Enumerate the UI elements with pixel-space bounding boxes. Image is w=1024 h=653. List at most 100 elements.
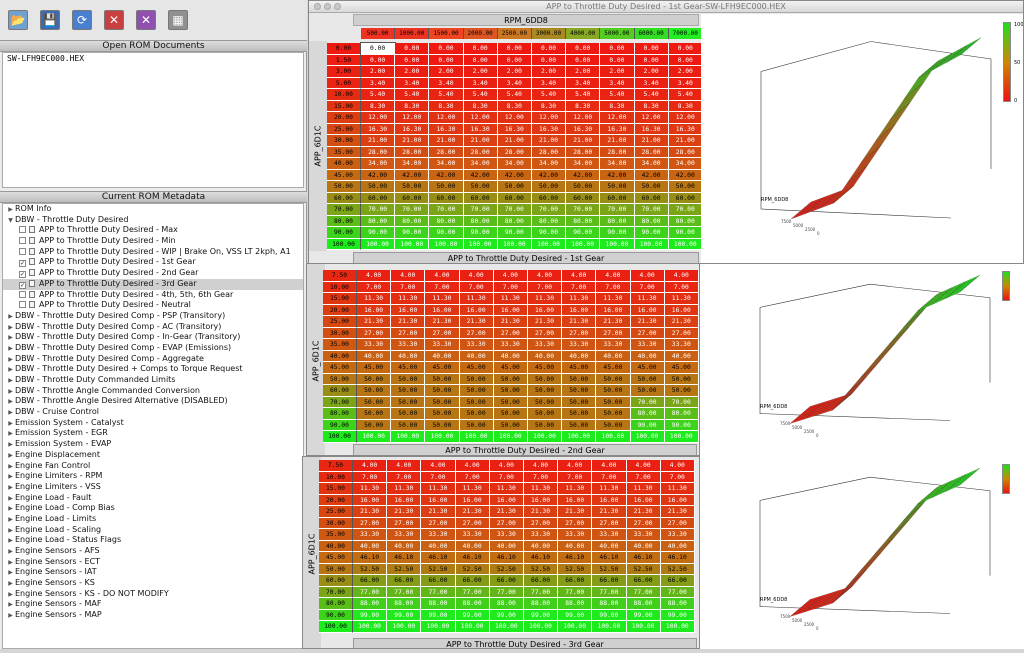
table-cell[interactable]: 70.00: [463, 204, 498, 216]
table-cell[interactable]: 8.30: [634, 100, 669, 112]
table-cell[interactable]: 50.00: [596, 408, 631, 420]
table-cell[interactable]: 2.00: [634, 66, 669, 78]
tree-category[interactable]: ▶ DBW - Throttle Duty Desired Comp - PSP …: [3, 311, 303, 322]
table-cell[interactable]: 70.00: [566, 204, 601, 216]
table-cell[interactable]: 27.00: [353, 517, 388, 529]
table-cell[interactable]: 28.00: [361, 146, 396, 158]
collapsed-arrow-icon[interactable]: ▶: [8, 601, 13, 609]
app-row-header[interactable]: 10.00: [323, 281, 357, 293]
table-cell[interactable]: 4.00: [493, 270, 528, 282]
table-cell[interactable]: 0.00: [463, 43, 498, 55]
collapsed-arrow-icon[interactable]: ▶: [8, 366, 13, 374]
table-cell[interactable]: 7.00: [523, 471, 559, 483]
table-cell[interactable]: 4.00: [459, 270, 494, 282]
table-cell[interactable]: 4.00: [660, 460, 695, 472]
table-cell[interactable]: 7.00: [391, 281, 426, 293]
collapsed-arrow-icon[interactable]: ▶: [8, 344, 13, 352]
table-cell[interactable]: 5.40: [668, 89, 703, 101]
table-cell[interactable]: 50.00: [596, 396, 631, 408]
table-cell[interactable]: 28.00: [429, 146, 464, 158]
table-cell[interactable]: 99.00: [353, 609, 388, 621]
table-cell[interactable]: 11.30: [357, 293, 392, 305]
zoom-window-icon[interactable]: [334, 3, 341, 10]
table-cell[interactable]: 50.00: [596, 419, 631, 431]
table-cell[interactable]: 28.00: [531, 146, 567, 158]
table-cell[interactable]: 33.30: [455, 529, 490, 541]
table-cell[interactable]: 0.00: [668, 43, 703, 55]
collapsed-arrow-icon[interactable]: ▶: [8, 590, 13, 598]
table-cell[interactable]: 66.00: [455, 575, 490, 587]
table-cell[interactable]: 45.00: [630, 362, 665, 374]
table-cell[interactable]: 100.00: [425, 431, 460, 443]
app-row-header[interactable]: 45.00: [327, 169, 361, 181]
app-row-header[interactable]: 35.00: [327, 146, 361, 158]
table-cell[interactable]: 66.00: [353, 575, 388, 587]
table-cell[interactable]: 88.00: [455, 598, 490, 610]
table-cell[interactable]: 40.00: [592, 540, 627, 552]
table-cell[interactable]: 100.00: [558, 621, 593, 633]
table-cell[interactable]: 3.40: [497, 77, 532, 89]
table-cell[interactable]: 50.00: [459, 408, 494, 420]
table-cell[interactable]: 3.40: [395, 77, 430, 89]
table-cell[interactable]: 21.30: [425, 316, 460, 328]
table-cell[interactable]: 46.10: [558, 552, 593, 564]
table-cell[interactable]: 8.30: [668, 100, 703, 112]
collapsed-arrow-icon[interactable]: ▶: [8, 494, 13, 502]
table-cell[interactable]: 90.00: [463, 227, 498, 239]
table-cell[interactable]: 100.00: [600, 238, 635, 250]
table-cell[interactable]: 42.00: [497, 169, 532, 181]
table-cell[interactable]: 4.00: [425, 270, 460, 282]
table-cell[interactable]: 50.00: [357, 396, 392, 408]
collapsed-arrow-icon[interactable]: ▶: [8, 537, 13, 545]
table-cell[interactable]: 2.00: [531, 66, 567, 78]
table-cell[interactable]: 7.00: [353, 471, 388, 483]
table-cell[interactable]: 27.00: [630, 327, 665, 339]
tree-category[interactable]: ▶ Engine Load - Status Flags: [3, 535, 303, 546]
table-cell[interactable]: 11.30: [660, 483, 695, 495]
table-cell[interactable]: 16.30: [566, 123, 601, 135]
table-cell[interactable]: 4.00: [421, 460, 456, 472]
table-cell[interactable]: 16.00: [523, 494, 559, 506]
table-cell[interactable]: 16.00: [357, 304, 392, 316]
rpm-header-cell[interactable]: 2500.00: [497, 28, 532, 39]
table-cell[interactable]: 0.00: [395, 43, 430, 55]
table-cell[interactable]: 66.00: [387, 575, 422, 587]
table-cell[interactable]: 50.00: [562, 419, 597, 431]
table-cell[interactable]: 50.00: [391, 396, 426, 408]
table-cell[interactable]: 11.30: [353, 483, 388, 495]
data-grid-2nd[interactable]: 7.50 4.00 4.00 4.00 4.00 4.00 4.00 4.00 4.00 4.00…: [323, 270, 699, 443]
tree-table-item[interactable]: ✓ APP to Throttle Duty Desired - 3rd Gear: [3, 278, 303, 290]
table-cell[interactable]: 50.00: [459, 385, 494, 397]
table-cell[interactable]: 100.00: [527, 431, 563, 443]
table-cell[interactable]: 40.00: [558, 540, 593, 552]
table-cell[interactable]: 4.00: [523, 460, 559, 472]
table-cell[interactable]: 4.00: [357, 270, 392, 282]
table-cell[interactable]: 50.00: [463, 181, 498, 193]
table-cell[interactable]: 52.50: [353, 563, 388, 575]
save-rom-icon[interactable]: 💾: [40, 10, 60, 30]
table-cell[interactable]: 100.00: [592, 621, 627, 633]
table-cell[interactable]: 100.00: [660, 621, 695, 633]
table-cell[interactable]: 100.00: [626, 621, 661, 633]
table-cell[interactable]: 11.30: [489, 483, 524, 495]
table-cell[interactable]: 100.00: [493, 431, 528, 443]
table-cell[interactable]: 99.00: [421, 609, 456, 621]
table-cell[interactable]: 33.30: [562, 339, 597, 351]
rpm-header-cell[interactable]: 6000.00: [634, 28, 669, 39]
table-cell[interactable]: 34.00: [668, 158, 703, 170]
table-cell[interactable]: 0.00: [566, 43, 601, 55]
table-cell[interactable]: 34.00: [634, 158, 669, 170]
rpm-header-cell[interactable]: 5000.00: [600, 28, 635, 39]
table-cell[interactable]: 50.00: [527, 385, 563, 397]
table-cell[interactable]: 27.00: [592, 517, 627, 529]
app-row-header[interactable]: 7.50: [323, 270, 357, 282]
table-cell[interactable]: 60.00: [634, 192, 669, 204]
table-cell[interactable]: 100.00: [596, 431, 631, 443]
table-cell[interactable]: 21.30: [562, 316, 597, 328]
table-cell[interactable]: 33.30: [353, 529, 388, 541]
table-cell[interactable]: 77.00: [592, 586, 627, 598]
table-cell[interactable]: 21.30: [391, 316, 426, 328]
table-cell[interactable]: 90.00: [497, 227, 532, 239]
app-row-header[interactable]: 50.00: [319, 563, 353, 575]
table-cell[interactable]: 4.00: [455, 460, 490, 472]
